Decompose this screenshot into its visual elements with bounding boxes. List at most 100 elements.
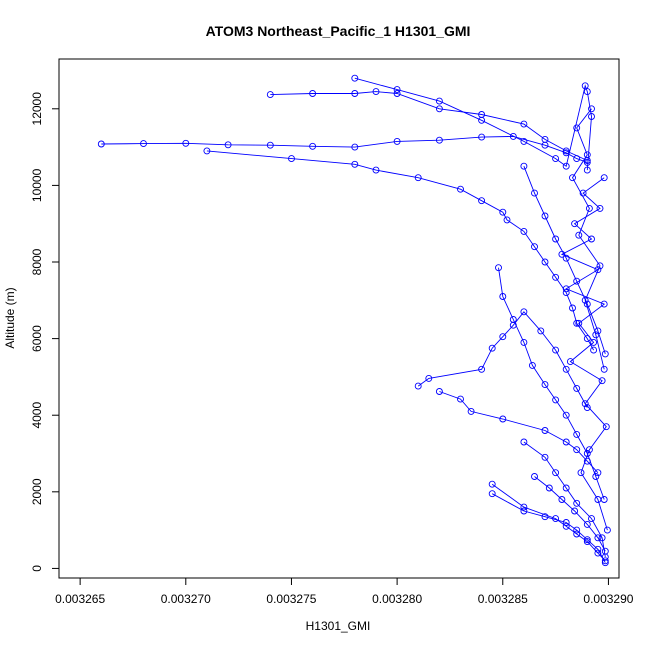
data-point (435, 105, 443, 113)
x-axis: 0.003265 0.003270 0.003275 0.003280 0.003285… (55, 577, 634, 606)
data-point (583, 520, 591, 528)
data-point (393, 90, 401, 97)
data-point (478, 133, 486, 141)
data-point (478, 197, 486, 205)
data-point (594, 545, 602, 553)
data-point (583, 166, 591, 174)
x-tick-label: 0.003280 (372, 592, 422, 606)
data-point (499, 415, 507, 423)
data-point (594, 469, 602, 477)
data-point (592, 331, 600, 339)
data-point (528, 361, 536, 369)
y-tick-label: 0 (30, 565, 44, 572)
series-line (571, 108, 605, 370)
plot-frame (58, 58, 620, 579)
data-point (569, 174, 576, 182)
data-point (594, 266, 602, 274)
y-axis-label: Altitude (m) (3, 287, 17, 348)
data-point (562, 411, 570, 419)
data-point (488, 490, 496, 498)
data-point (520, 227, 528, 235)
data-point (182, 139, 190, 147)
data-point (414, 382, 422, 390)
data-point (520, 507, 528, 515)
data-point (573, 277, 581, 285)
data-point (598, 534, 606, 542)
plot-area (97, 74, 611, 567)
data-point (569, 304, 576, 312)
data-point (266, 141, 274, 149)
data-point (562, 438, 570, 446)
data-point (594, 534, 602, 542)
data-point (601, 557, 609, 565)
data-point (594, 496, 602, 503)
data-point (541, 381, 549, 389)
data-point (562, 147, 570, 155)
data-point (414, 174, 422, 182)
x-tick-label: 0.003265 (55, 592, 105, 606)
data-point (499, 293, 507, 300)
data-point (583, 457, 591, 465)
data-point (575, 231, 583, 239)
x-tick-label: 0.003285 (478, 592, 528, 606)
y-tick-label: 4000 (30, 402, 44, 429)
data-point (503, 216, 511, 224)
series-line (354, 77, 592, 171)
series-line (206, 150, 594, 351)
data-point (531, 473, 538, 480)
data-point (588, 105, 595, 113)
data-point (573, 319, 581, 327)
data-point (531, 243, 538, 251)
data-point (573, 124, 581, 132)
data-point (558, 250, 566, 258)
data-point (583, 88, 591, 96)
data-point (495, 264, 502, 272)
data-point (562, 254, 570, 262)
y-tick-label: 8000 (30, 248, 44, 275)
data-point (583, 538, 591, 546)
data-point (520, 162, 528, 170)
data-point (509, 132, 517, 140)
data-point (425, 374, 433, 382)
x-tick-label: 0.003275 (266, 592, 316, 606)
series-line (101, 135, 588, 163)
data-point (393, 137, 401, 145)
series-line (523, 166, 606, 355)
data-point (566, 358, 574, 366)
data-point (435, 97, 443, 105)
data-point (573, 384, 581, 392)
data-point (581, 82, 589, 90)
data-point (309, 90, 317, 97)
data-point (499, 333, 507, 341)
data-point (558, 496, 566, 503)
data-point (541, 212, 549, 220)
data-point (520, 438, 528, 446)
data-point (585, 204, 593, 212)
data-point (598, 377, 606, 385)
chart-title: ATOM3 Northeast_Pacific_1 H1301_GMI (206, 23, 471, 39)
data-point (571, 507, 579, 515)
data-point (488, 480, 496, 488)
data-point (537, 327, 545, 335)
data-point (531, 189, 538, 197)
series-line (491, 493, 606, 563)
data-point (588, 515, 595, 523)
data-point (601, 547, 609, 555)
data-point (583, 404, 591, 412)
data-point (562, 484, 570, 492)
series-line (534, 476, 606, 552)
series-line (417, 311, 588, 408)
series-line (560, 177, 608, 531)
data-point (562, 522, 570, 530)
y-axis: 0 2000 4000 6000 8000 10000 12000 (30, 92, 60, 572)
data-point (552, 396, 560, 404)
data-point (583, 151, 591, 159)
data-point (351, 74, 359, 82)
data-point (393, 86, 401, 94)
data-point (520, 338, 528, 346)
y-tick-label: 10000 (30, 168, 44, 202)
y-tick-label: 6000 (30, 325, 44, 352)
data-point (562, 365, 570, 373)
data-point (520, 308, 528, 316)
